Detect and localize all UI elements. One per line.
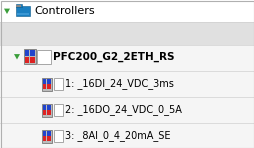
Text: PFC200_G2_2ETH_RS: PFC200_G2_2ETH_RS [53,51,174,62]
Bar [54,130,63,142]
Bar [54,78,63,90]
Bar [42,78,52,90]
Polygon shape [4,9,10,14]
Bar [54,104,63,116]
Bar [43,136,46,139]
Bar [0,0,254,22]
Bar [43,131,46,133]
Bar [25,50,29,53]
Bar [47,84,51,87]
Bar [47,105,51,107]
Bar [24,49,36,64]
Bar [30,50,35,53]
Bar [0,45,254,71]
Bar [47,110,51,112]
Bar [37,49,51,63]
Bar [47,113,51,115]
Bar [42,130,52,143]
Text: 2: _16DO_24_VDC_0_5A: 2: _16DO_24_VDC_0_5A [65,104,181,115]
Bar [25,53,29,56]
Bar [47,133,51,136]
Bar [43,87,46,89]
Bar [0,97,254,123]
Bar [47,131,51,133]
Bar [16,6,30,16]
Bar [42,103,52,116]
Bar [43,139,46,141]
Bar [17,13,29,15]
Bar [47,79,51,81]
Bar [25,60,29,63]
Bar [43,113,46,115]
Bar [47,107,51,110]
Bar [16,5,21,7]
Bar [43,110,46,112]
Bar [16,4,22,7]
Text: 1: _16DI_24_VDC_3ms: 1: _16DI_24_VDC_3ms [65,79,173,89]
Bar [0,71,254,97]
Text: 3: _8AI_0_4_20mA_SE: 3: _8AI_0_4_20mA_SE [65,131,170,141]
Bar [43,133,46,136]
Bar [47,136,51,139]
Bar [43,105,46,107]
Bar [30,53,35,56]
Bar [47,139,51,141]
Polygon shape [14,54,20,59]
Bar [0,123,254,148]
Bar [47,81,51,84]
Bar [43,107,46,110]
Bar [47,87,51,89]
Bar [0,22,254,45]
Bar [43,81,46,84]
Bar [25,57,29,59]
Bar [43,84,46,87]
Bar [30,60,35,63]
Bar [30,57,35,59]
Bar [43,79,46,81]
Text: Controllers: Controllers [34,6,94,16]
